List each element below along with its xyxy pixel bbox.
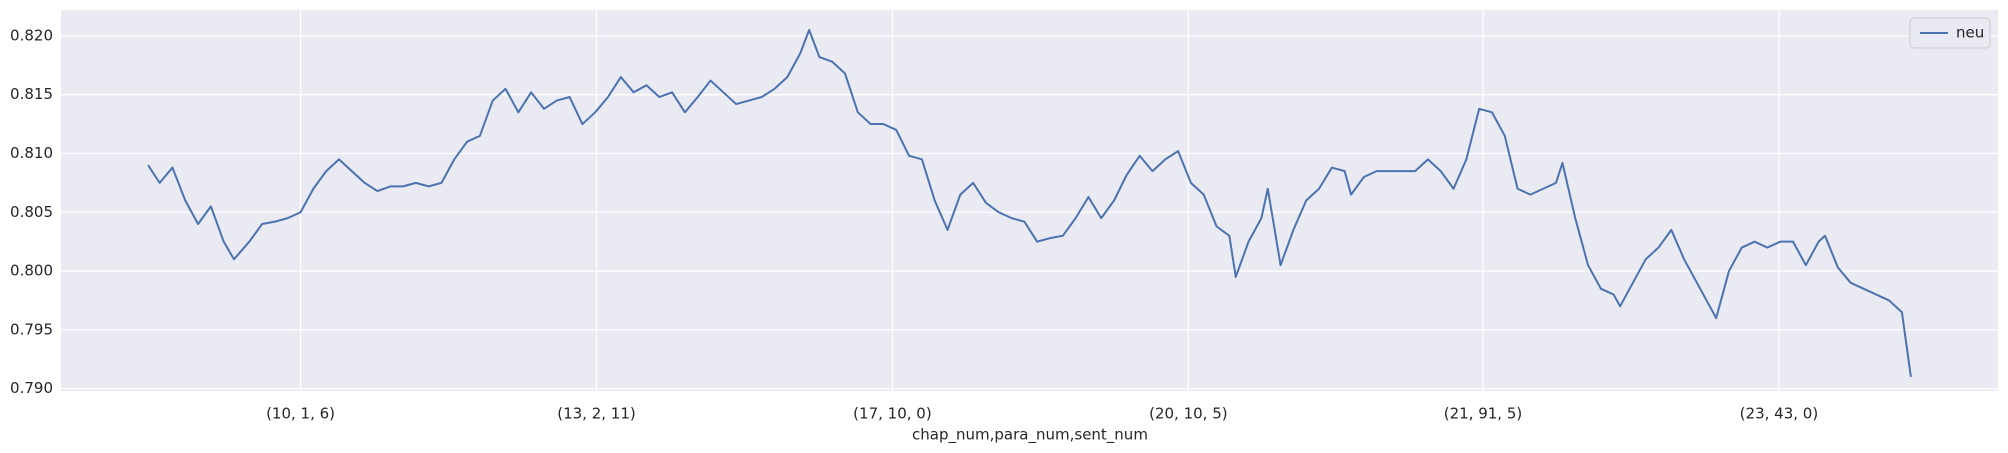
plot-area: [61, 10, 1998, 391]
legend-label: neu: [1956, 24, 1984, 42]
y-tick-label: 0.790: [10, 379, 53, 397]
y-tick-label: 0.815: [10, 85, 53, 103]
x-tick-label: (20, 10, 5): [1149, 405, 1228, 423]
marks: [147, 28, 1912, 378]
y-tick-label: 0.795: [10, 320, 53, 338]
legend: neu: [1909, 17, 1991, 49]
y-tick-label: 0.800: [10, 262, 53, 280]
x-tick-label: (13, 2, 11): [557, 405, 636, 423]
x-tick-label: (17, 10, 0): [853, 405, 932, 423]
legend-box: [1909, 17, 1991, 49]
line-series: [147, 28, 1912, 378]
y-tick-label: 0.810: [10, 144, 53, 162]
y-tick-label: 0.820: [10, 26, 53, 44]
y-tick-label: 0.805: [10, 203, 53, 221]
x-axis-label: chap_num,para_num,sent_num: [912, 426, 1148, 445]
grid: [61, 10, 1998, 391]
x-tick-label: (23, 43, 0): [1740, 405, 1819, 423]
x-tick-label: (10, 1, 6): [266, 405, 335, 423]
x-tick-label: (21, 91, 5): [1444, 405, 1523, 423]
